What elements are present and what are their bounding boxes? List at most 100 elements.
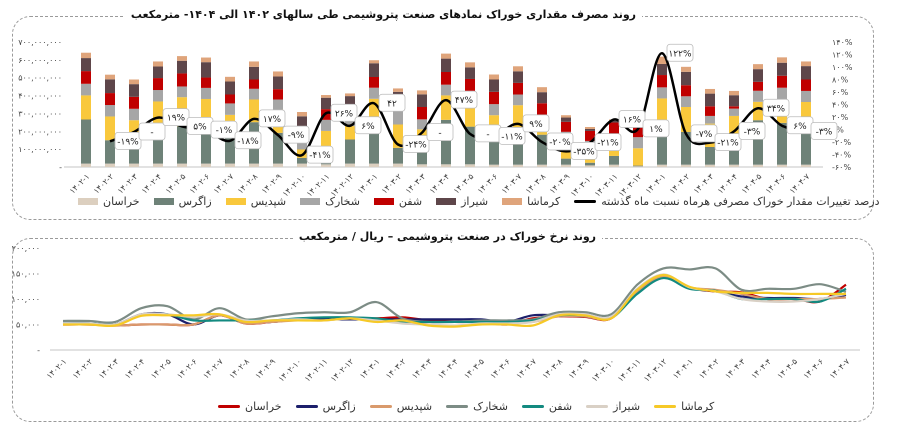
y2-tick-label: ۴۰% <box>832 101 849 110</box>
data-label-box <box>426 123 454 142</box>
bar-segment <box>513 66 523 72</box>
bar-segment <box>225 103 235 115</box>
y2-tick-label: ۶۰% <box>832 88 849 97</box>
legend-label: خراسان <box>103 195 140 208</box>
rate-chart-title: روند نرخ خوراک در صنعت پتروشیمی – ریال /… <box>292 230 602 243</box>
bar-segment <box>321 164 331 167</box>
bar-segment <box>513 105 523 127</box>
bar-segment <box>129 84 139 97</box>
bar-segment <box>561 164 571 167</box>
x-tick-label: ۱۴۰۴-۱ <box>644 172 668 196</box>
x-tick-label: ۱۴۰۴-۲ <box>668 172 692 196</box>
data-label-text: ۳۴% <box>767 104 786 114</box>
bar-segment <box>201 98 211 127</box>
data-label: ۳۴% <box>762 98 790 117</box>
bar-segment <box>729 115 739 136</box>
bar-segment <box>441 164 451 167</box>
bar-segment <box>201 62 211 78</box>
bar-segment <box>513 71 523 83</box>
bar-segment <box>81 119 91 164</box>
consumption-legend: خراسان زاگرس شپدیس شخارک شفن شیراز کرماشا درصد … <box>78 195 880 208</box>
data-label-box <box>546 132 574 151</box>
x-tick-label: ۱۴۰۳-۹ <box>567 357 591 381</box>
bar-segment <box>345 96 355 106</box>
bar-segment <box>801 61 811 67</box>
y2-tick-label: -۲۰% <box>832 138 851 147</box>
y-tick-label: ۱۰۰,۰۰۰ <box>12 295 40 304</box>
bar-segment <box>297 112 307 117</box>
bar-segment <box>489 130 499 165</box>
bar-segment <box>417 164 427 167</box>
bar-segment <box>297 116 307 128</box>
x-tick-label: ۱۴۰۴-۳ <box>692 172 716 196</box>
data-label: ۴۷% <box>450 90 478 109</box>
bar-segment <box>489 91 499 105</box>
bar-segment <box>393 104 403 125</box>
legend-item: کرماشا <box>502 195 560 208</box>
bar-segment <box>489 115 499 131</box>
bar-segment <box>753 81 763 91</box>
data-label-box <box>114 131 142 150</box>
bar-segment <box>657 63 667 76</box>
x-tick-label: ۱۴۰۳-۱ <box>358 357 382 381</box>
y2-tick-label: -۴۰% <box>832 151 851 160</box>
x-tick-label: ۱۴۰۲-۴ <box>123 357 147 381</box>
legend-item: کرماشا <box>654 400 714 413</box>
data-label-box <box>666 43 694 62</box>
x-tick-label: ۱۴۰۲-۵ <box>164 172 188 196</box>
bar-segment <box>153 133 163 164</box>
bar-segment <box>345 126 355 140</box>
legend-item-pct-line: درصد تغییرات مقدار خوراک مصرفی هرماه نسب… <box>574 195 880 208</box>
bar-segment <box>153 61 163 67</box>
data-label-box <box>450 90 478 109</box>
data-label-box <box>306 145 334 164</box>
bar-segment <box>393 147 403 164</box>
y2-tick-label: ۱۲۰% <box>832 51 853 60</box>
bar-segment <box>249 88 259 100</box>
x-tick-label: ۱۴۰۲-۶ <box>188 172 212 196</box>
data-label: -۹% <box>282 125 310 144</box>
legend-label: درصد تغییرات مقدار خوراک مصرفی هرماه نسب… <box>601 195 880 208</box>
data-label-text: ۵% <box>193 122 207 132</box>
bar-segment <box>441 58 451 72</box>
x-tick-label: ۱۴۰۳-۳ <box>404 172 428 196</box>
bar-segment <box>753 120 763 165</box>
data-label-text: -۲۴% <box>405 141 427 151</box>
bar-segment <box>105 140 115 164</box>
data-label-box <box>330 103 358 122</box>
data-label-text: - <box>486 130 489 140</box>
bar-segment <box>201 57 211 63</box>
bar-segment <box>753 69 763 82</box>
data-label: -۷% <box>690 124 718 143</box>
x-tick-label: ۱۴۰۳-۸ <box>524 172 548 196</box>
legend-swatch <box>574 200 597 203</box>
legend-label: شپدیس <box>396 400 433 413</box>
data-label-box <box>498 126 526 145</box>
x-tick-label: ۱۴۰۳-۲ <box>380 172 404 196</box>
bar-segment <box>489 164 499 167</box>
data-label: -۳% <box>810 121 838 140</box>
data-label-text: ۱۶% <box>623 116 642 126</box>
bar-segment <box>369 63 379 77</box>
data-label-text: -۲۱% <box>717 139 739 149</box>
legend-label: خراسان <box>245 400 282 413</box>
legend-label: شیراز <box>613 400 641 413</box>
x-tick-label: ۱۴۰۲-۱ <box>68 172 92 196</box>
bar-segment <box>441 95 451 120</box>
data-label-text: -۳۵% <box>573 147 595 157</box>
y-tick-label: ۴۰۰,۰۰۰,۰۰۰ <box>18 92 62 101</box>
bar-segment <box>105 74 115 80</box>
bar-segment <box>609 164 619 167</box>
data-label: ۶% <box>786 116 814 135</box>
x-tick-label: ۱۴۰۴-۵ <box>740 172 764 196</box>
data-label: -۱۹% <box>114 131 142 150</box>
bar-segment <box>201 126 211 164</box>
bar-segment <box>513 127 523 165</box>
bar-segment <box>417 107 427 120</box>
bar-segment <box>681 66 691 72</box>
bar-segment <box>609 120 619 123</box>
bar-segment <box>129 143 139 164</box>
bar-segment <box>585 165 595 167</box>
bar-segment <box>441 72 451 85</box>
